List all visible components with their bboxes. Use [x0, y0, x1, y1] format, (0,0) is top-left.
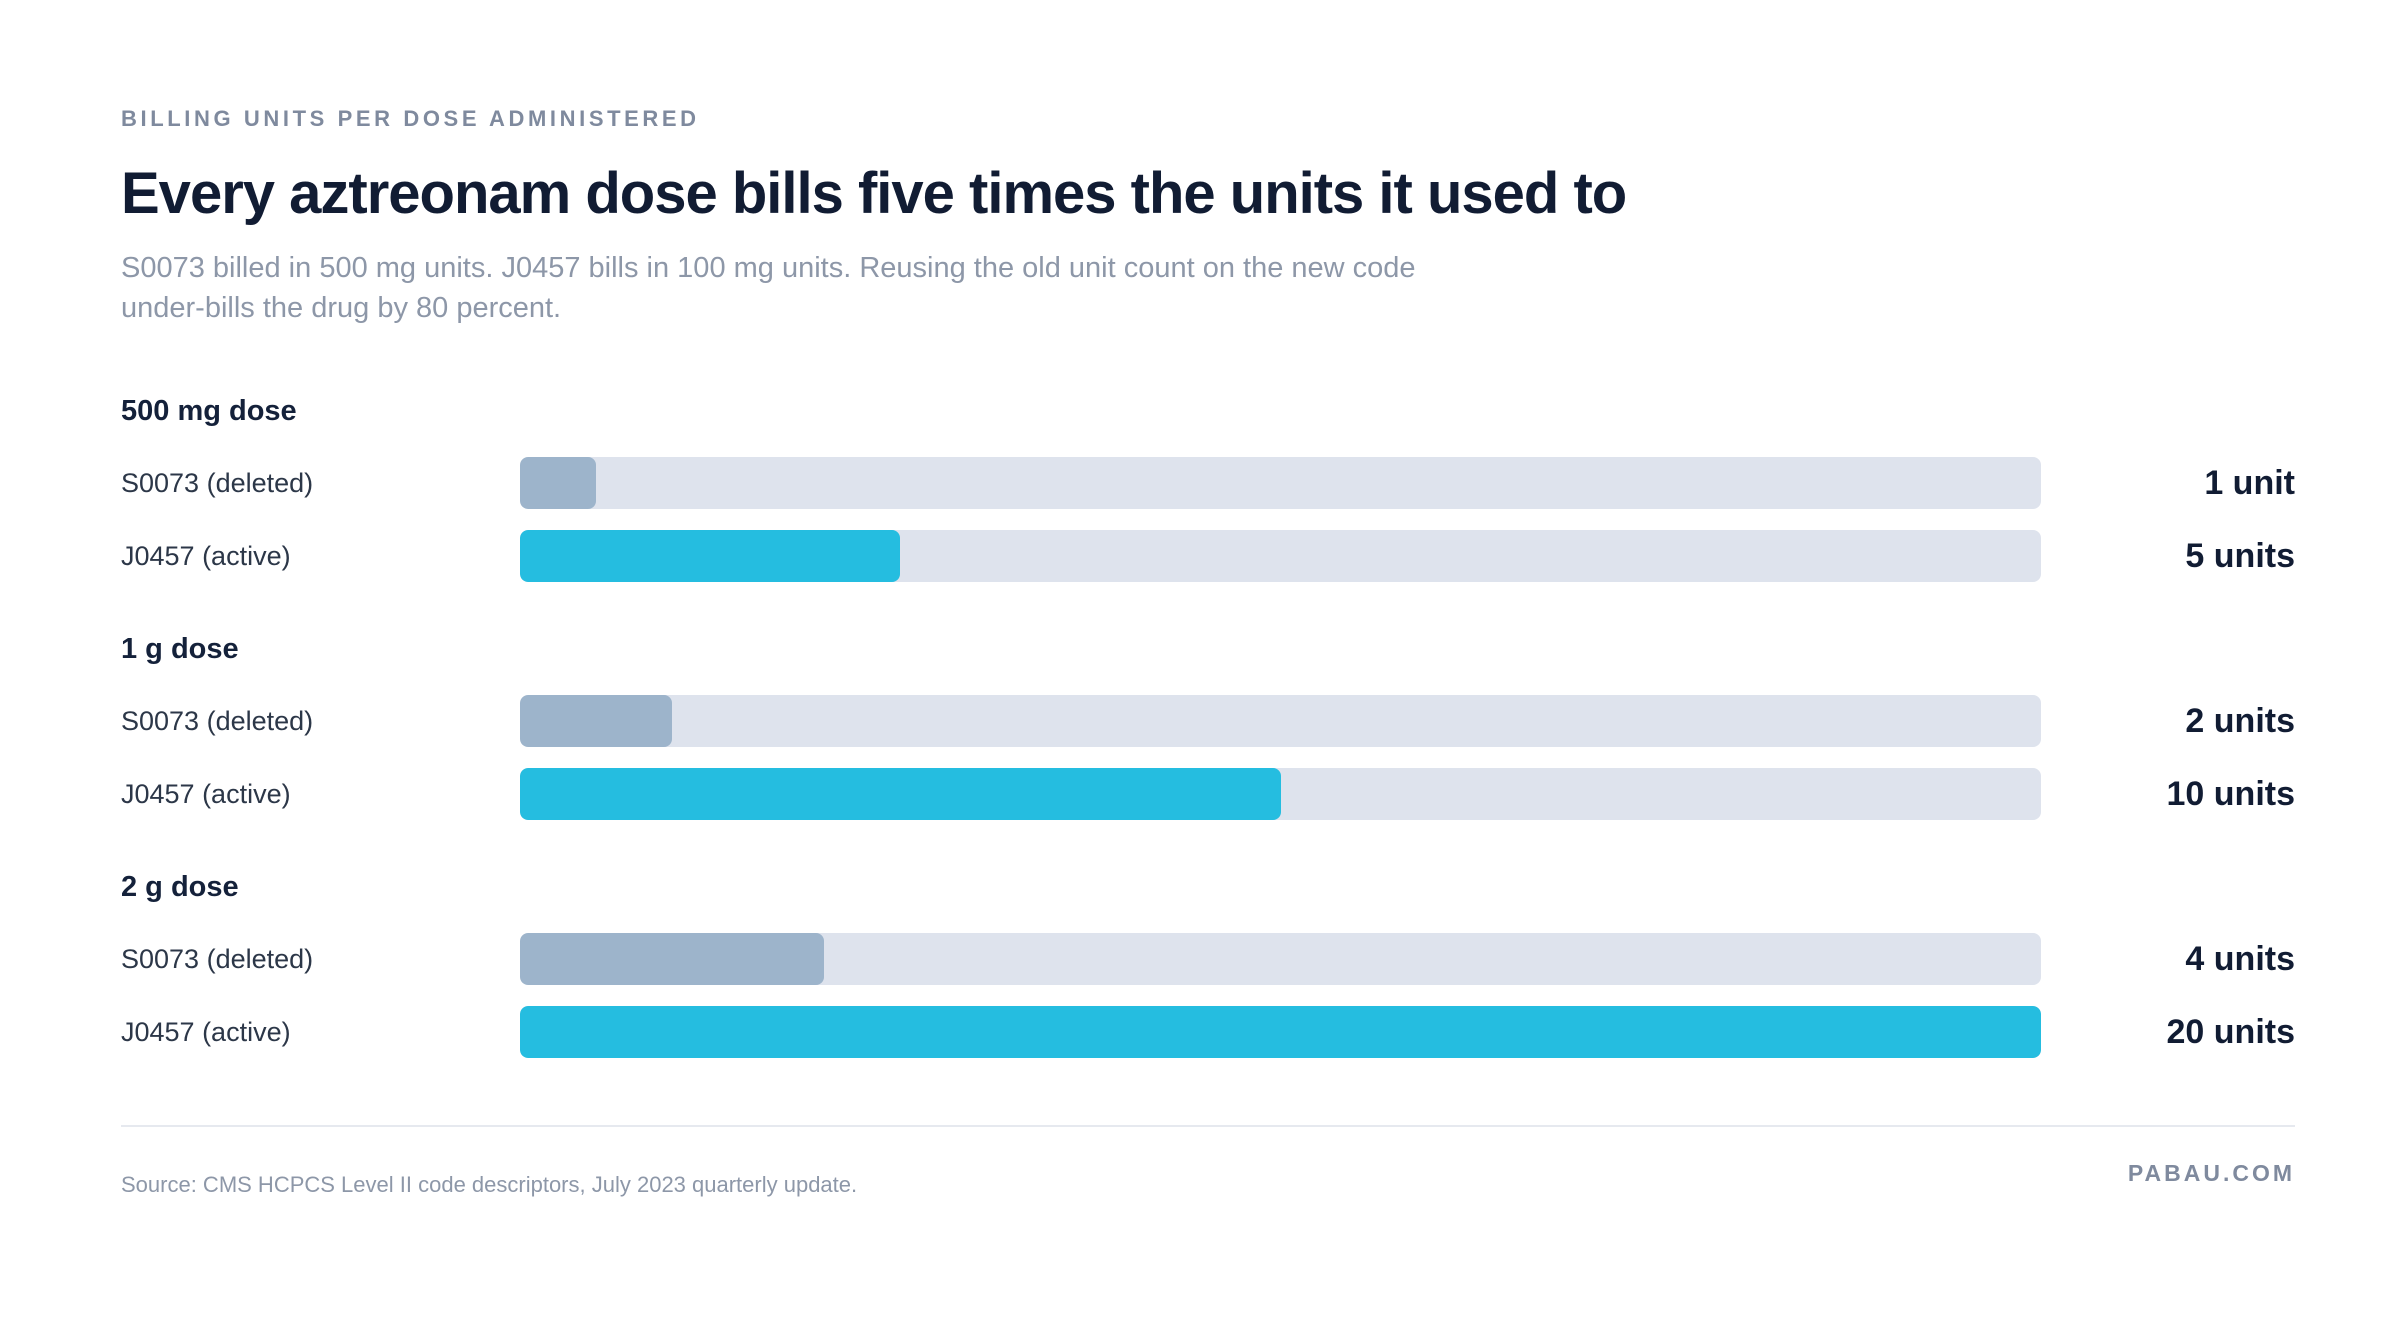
value-label: 4 units: [2185, 940, 2295, 978]
group-label: 1 g dose: [121, 633, 239, 665]
source-note: Source: CMS HCPCS Level II code descript…: [121, 1172, 858, 1197]
row-label: J0457 (active): [121, 541, 291, 571]
row-label: S0073 (deleted): [121, 706, 314, 736]
footer-divider: [121, 1125, 2295, 1127]
bar-active: [520, 530, 900, 582]
value-label: 10 units: [2166, 775, 2295, 813]
bar-track: [520, 530, 2041, 582]
row-label: J0457 (active): [121, 779, 291, 809]
chart-card: BILLING UNITS PER DOSE ADMINISTERED Ever…: [121, 0, 2295, 1320]
bar-deleted: [520, 457, 596, 509]
row-label: S0073 (deleted): [121, 468, 314, 498]
value-label: 1 unit: [2204, 464, 2295, 502]
value-label: 20 units: [2166, 1013, 2295, 1051]
bar-chart: 500 mg dose S0073 (deleted) 1 unit J0457 (a…: [121, 0, 2295, 1320]
bar-deleted: [520, 695, 672, 747]
chart-subtitle: S0073 billed in 500 mg units. J0457 bill…: [121, 252, 1416, 324]
bar-active: [520, 768, 1281, 820]
bar-deleted: [520, 933, 824, 985]
bar-track: [520, 695, 2041, 747]
chart-eyebrow: BILLING UNITS PER DOSE ADMINISTERED: [121, 106, 700, 131]
group-label: 500 mg dose: [121, 395, 297, 427]
group-label: 2 g dose: [121, 871, 239, 903]
bar-track: [520, 768, 2041, 820]
bar-track: [520, 933, 2041, 985]
value-label: 5 units: [2185, 537, 2295, 575]
brand-logo: PABAU.COM: [2127, 1160, 2295, 1186]
value-label: 2 units: [2185, 702, 2295, 740]
chart-title: Every aztreonam dose bills five times th…: [121, 161, 1627, 226]
bar-track: [520, 457, 2041, 509]
row-label: J0457 (active): [121, 1017, 291, 1047]
bar-track: [520, 1006, 2041, 1058]
bar-active: [520, 1006, 2041, 1058]
row-label: S0073 (deleted): [121, 944, 314, 974]
